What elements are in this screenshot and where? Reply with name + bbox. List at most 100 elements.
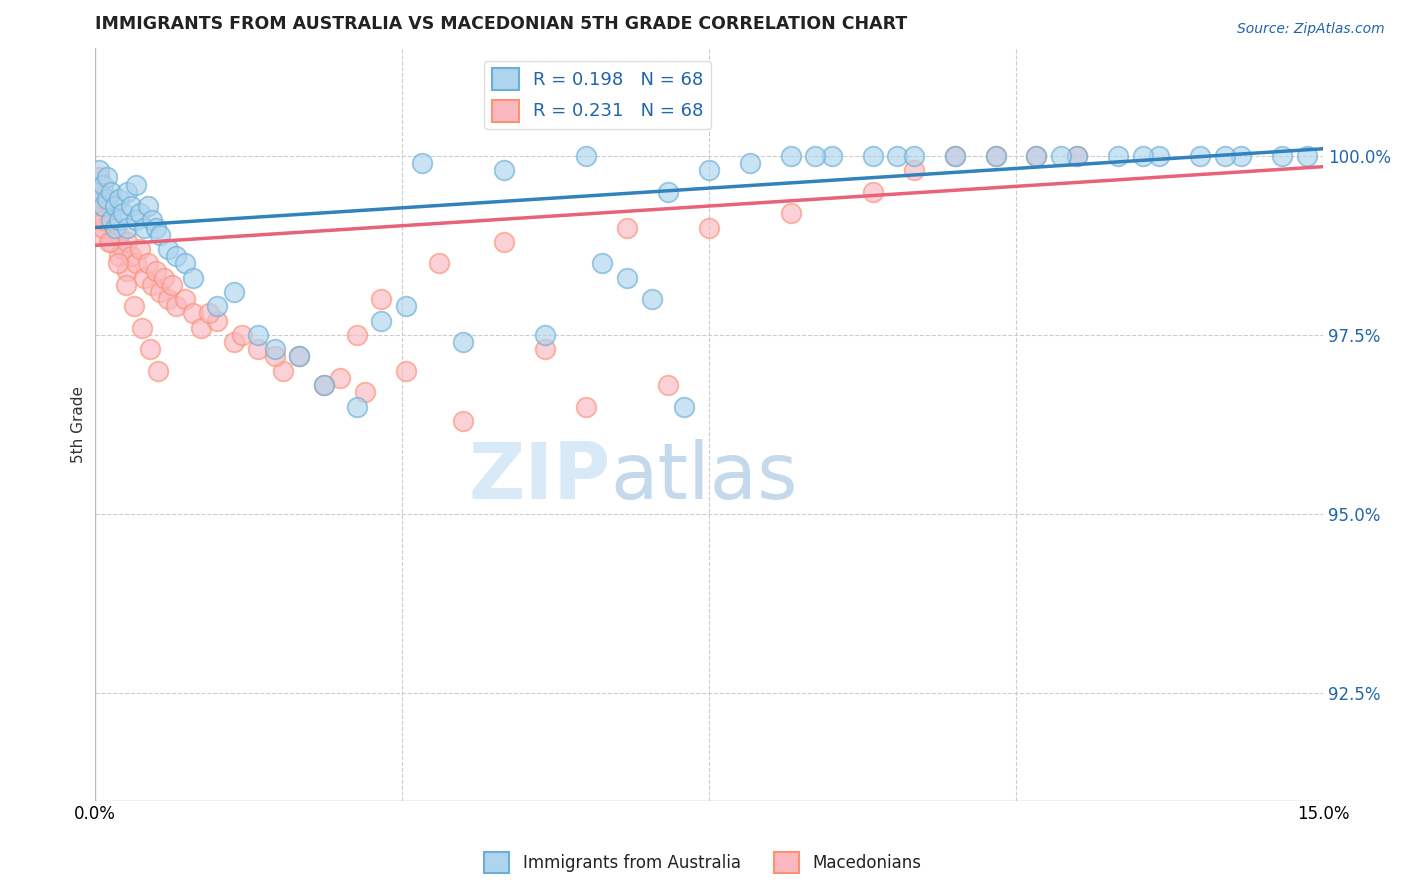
Point (114, 277, 136, 292)
Point (124, 178, 146, 192)
Point (145, 263, 167, 277)
Point (329, 371, 352, 385)
Point (370, 292, 392, 306)
Point (122, 299, 145, 313)
Point (1189, 149, 1212, 163)
Point (222, 285, 245, 299)
Point (87, 185, 110, 199)
Point (247, 343, 270, 357)
Point (886, 149, 908, 163)
Point (87, 170, 110, 185)
Point (804, 149, 827, 163)
Point (427, 256, 450, 270)
Point (131, 321, 153, 335)
Point (1149, 149, 1171, 163)
Point (288, 350, 311, 364)
Point (108, 227, 131, 242)
Point (263, 350, 285, 364)
Text: atlas: atlas (610, 439, 799, 516)
Point (100, 185, 122, 199)
Text: ZIP: ZIP (468, 439, 610, 516)
Point (141, 213, 163, 227)
Point (100, 213, 122, 227)
Text: IMMIGRANTS FROM AUSTRALIA VS MACEDONIAN 5TH GRADE CORRELATION CHART: IMMIGRANTS FROM AUSTRALIA VS MACEDONIAN … (94, 15, 907, 33)
Point (903, 163, 925, 178)
Point (1066, 149, 1088, 163)
Point (112, 242, 135, 256)
Point (207, 299, 229, 313)
Point (87, 163, 110, 178)
Point (181, 306, 204, 320)
Point (107, 256, 129, 270)
Point (943, 149, 966, 163)
Point (312, 378, 335, 392)
Point (1271, 149, 1294, 163)
Point (779, 206, 801, 220)
Point (288, 350, 311, 364)
Point (190, 321, 212, 335)
Point (984, 149, 1007, 163)
Point (640, 292, 662, 306)
Point (157, 242, 180, 256)
Point (616, 270, 638, 285)
Point (1295, 149, 1317, 163)
Point (136, 256, 159, 270)
Point (173, 292, 195, 306)
Point (124, 213, 146, 227)
Point (166, 299, 188, 313)
Point (1230, 149, 1253, 163)
Point (697, 220, 720, 235)
Point (494, 163, 516, 178)
Point (153, 270, 176, 285)
Point (862, 149, 884, 163)
Point (779, 149, 801, 163)
Point (96, 192, 118, 206)
Point (100, 213, 122, 227)
Point (173, 256, 195, 270)
Point (1213, 149, 1236, 163)
Point (98, 235, 121, 249)
Point (87, 185, 110, 199)
Point (451, 335, 474, 350)
Point (104, 220, 127, 235)
Point (370, 313, 392, 327)
Point (91, 199, 114, 213)
Point (91, 178, 114, 192)
Point (1025, 149, 1047, 163)
Point (411, 156, 433, 170)
Point (494, 235, 516, 249)
Point (534, 328, 557, 343)
Point (120, 249, 142, 263)
Point (984, 149, 1007, 163)
Legend: Immigrants from Australia, Macedonians: Immigrants from Australia, Macedonians (478, 846, 928, 880)
Point (93, 213, 115, 227)
Point (96, 192, 118, 206)
Point (157, 292, 180, 306)
Point (395, 299, 418, 313)
Point (697, 163, 720, 178)
Point (108, 192, 131, 206)
Point (312, 378, 335, 392)
Point (108, 249, 131, 263)
Point (87, 206, 110, 220)
Point (96, 170, 118, 185)
Point (87, 227, 110, 242)
Point (575, 149, 598, 163)
Point (104, 199, 127, 213)
Point (148, 364, 170, 378)
Point (128, 206, 150, 220)
Point (104, 220, 127, 235)
Point (943, 149, 966, 163)
Point (149, 285, 172, 299)
Point (120, 199, 142, 213)
Point (247, 328, 270, 343)
Point (132, 220, 155, 235)
Point (139, 343, 162, 357)
Point (451, 414, 474, 428)
Point (207, 313, 229, 327)
Point (91, 199, 114, 213)
Point (145, 220, 167, 235)
Point (166, 249, 188, 263)
Point (673, 400, 696, 414)
Point (117, 235, 139, 249)
